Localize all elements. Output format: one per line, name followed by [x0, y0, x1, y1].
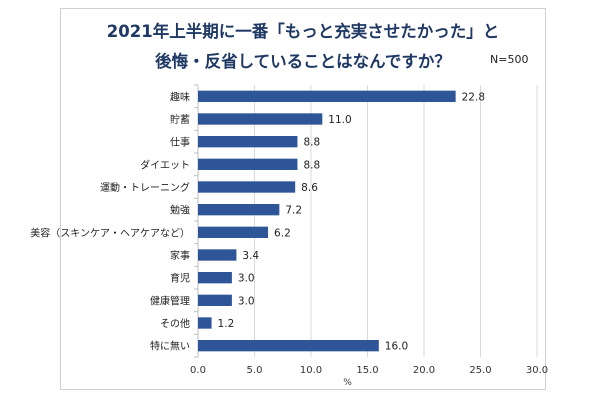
category-label: その他: [160, 317, 190, 330]
bar: [198, 294, 232, 306]
bar: [198, 90, 456, 102]
value-label: 22.8: [462, 91, 485, 103]
bar: [198, 249, 237, 261]
chart-frame: [60, 8, 546, 390]
value-label: 7.2: [285, 205, 302, 217]
x-tick-label: 20.0: [413, 365, 435, 376]
chart-title-line-1: 2021年上半期に一番「もっと充実させたかった」と: [106, 22, 500, 41]
category-label: 特に無い: [150, 340, 190, 353]
category-label: 健康管理: [150, 294, 190, 307]
bar: [198, 136, 298, 148]
bar: [198, 340, 379, 352]
bar: [198, 226, 269, 238]
value-label: 8.8: [303, 159, 320, 171]
value-label: 3.0: [238, 273, 255, 285]
value-label: 8.6: [301, 182, 318, 194]
value-label: 6.2: [274, 227, 291, 239]
bar: [198, 113, 323, 125]
category-label: 運動・トレーニング: [100, 181, 190, 194]
value-label: 8.8: [303, 137, 320, 149]
bar: [198, 181, 296, 193]
category-label: 育児: [170, 272, 190, 285]
x-axis-label: %: [343, 378, 352, 388]
category-label: 仕事: [170, 136, 190, 149]
value-label: 1.2: [218, 318, 235, 330]
category-label: 家事: [170, 249, 190, 262]
value-label: 3.4: [242, 250, 259, 262]
sample-size-note: N=500: [490, 53, 529, 66]
category-label: 趣味: [170, 90, 190, 103]
bar: [198, 204, 280, 216]
x-tick-label: 25.0: [469, 365, 491, 376]
x-tick-label: 0.0: [190, 365, 206, 376]
value-label: 16.0: [385, 341, 408, 353]
bar: [198, 158, 298, 170]
bar: [198, 272, 232, 284]
x-tick-label: 15.0: [356, 365, 378, 376]
category-label: 美容（スキンケア・ヘアケアなど）: [30, 226, 190, 239]
category-label: 勉強: [170, 204, 190, 217]
value-label: 11.0: [328, 114, 351, 126]
x-tick-label: 10.0: [300, 365, 322, 376]
chart-title-line-2: 後悔・反省していることはなんですか？: [155, 52, 451, 71]
category-label: 貯蓄: [170, 114, 190, 126]
x-tick-label: 5.0: [247, 365, 263, 376]
category-label: ダイエット: [140, 158, 190, 171]
value-label: 3.0: [238, 295, 255, 307]
bar: [198, 317, 212, 329]
x-tick-label: 30.0: [526, 365, 548, 376]
